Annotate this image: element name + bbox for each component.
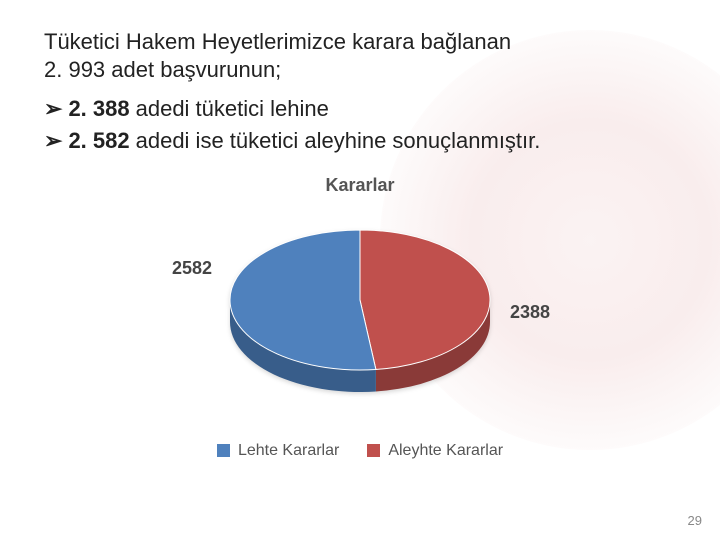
bullet-arrow-icon: ➢ [44,125,62,157]
slice-label-right: 2388 [510,302,550,323]
legend-item: Lehte Kararlar [217,442,339,460]
bullet-value: 2. 388 [68,93,129,125]
legend-swatch [367,444,380,457]
intro-line-2: 2. 993 adet başvurunun; [44,56,676,84]
bullet-arrow-icon: ➢ [44,93,62,125]
legend-item: Aleyhte Kararlar [367,442,503,460]
pie-svg [210,210,510,410]
legend-swatch [217,444,230,457]
bullet-tail: adedi ise tüketici aleyhine sonuçlanmışt… [136,125,541,157]
bullet-item: ➢ 2. 582 adedi ise tüketici aleyhine son… [44,125,676,157]
bullet-tail: adedi tüketici lehine [136,93,329,125]
intro-line-1: Tüketici Hakem Heyetlerimizce karara bağ… [44,28,676,56]
bullet-item: ➢ 2. 388 adedi tüketici lehine [44,93,676,125]
intro-text: Tüketici Hakem Heyetlerimizce karara bağ… [44,28,676,83]
page-number: 29 [688,513,702,528]
slide-content: Tüketici Hakem Heyetlerimizce karara bağ… [0,0,720,460]
chart-area: Kararlar 2582 2388 Lehte Kararlar Aleyht… [44,175,676,460]
bullet-list: ➢ 2. 388 adedi tüketici lehine ➢ 2. 582 … [44,93,676,157]
pie-chart: 2582 2388 [190,210,530,420]
bullet-value: 2. 582 [68,125,129,157]
legend: Lehte Kararlar Aleyhte Kararlar [44,442,676,460]
legend-label: Lehte Kararlar [238,442,339,460]
slice-label-left: 2582 [172,258,212,279]
legend-label: Aleyhte Kararlar [388,442,503,460]
chart-title: Kararlar [44,175,676,196]
